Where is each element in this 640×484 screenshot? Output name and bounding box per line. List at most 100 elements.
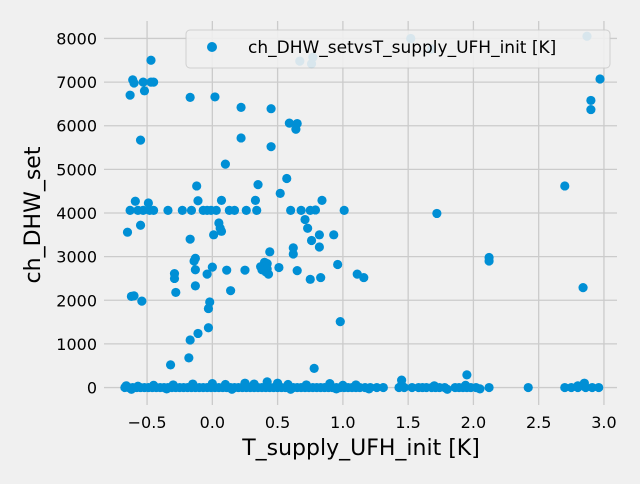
data-point [216,226,227,236]
data-point [193,328,203,339]
data-point [429,381,439,391]
data-point [484,256,494,266]
x-tick-label: 3.0 [591,413,616,432]
data-point [286,384,296,394]
data-point [523,382,533,393]
y-tick-label: 0 [87,379,97,398]
data-point [303,223,313,233]
data-point [265,247,275,257]
x-tick-label: 0.5 [265,413,290,432]
data-point [314,242,324,252]
legend-entry-label: ch_DHW_setvsT_supply_UFH_init [K] [248,38,556,58]
data-point [220,379,230,390]
y-tick-label: 5000 [56,160,97,179]
x-tick-label: 0.0 [200,413,225,432]
data-point [137,296,147,306]
data-point [274,262,284,273]
data-point [359,272,369,283]
data-point [185,335,195,345]
data-point [126,384,137,394]
data-point [209,230,219,240]
data-point [484,382,494,393]
data-point [578,283,588,293]
data-point [139,86,150,96]
x-tick-label: 1.0 [330,413,355,432]
data-point [226,286,236,296]
data-point [216,195,227,205]
data-point [266,142,276,152]
data-point [193,196,203,206]
data-point [291,124,301,134]
data-point [306,235,317,246]
x-tick-label: 2.5 [526,413,551,432]
legend-marker [207,42,217,52]
legend-box [185,29,611,69]
data-point [560,181,570,191]
y-tick-label: 7000 [56,73,97,92]
x-tick-label: 1.5 [395,413,420,432]
data-point [186,205,197,215]
data-point [177,205,187,215]
x-tick-label: 2.0 [461,413,486,432]
data-point [460,380,471,390]
data-point [407,382,417,393]
data-point [333,259,343,270]
data-point [185,234,195,244]
data-point [329,230,339,240]
data-point [317,195,327,205]
data-point [207,262,217,272]
data-point [581,382,591,393]
data-point [286,205,296,215]
y-tick-label: 8000 [56,29,97,48]
y-tick-label: 4000 [56,204,97,223]
data-point [240,378,250,388]
data-point [190,281,200,291]
data-point [331,384,341,394]
data-point [595,74,605,84]
data-point [339,205,349,215]
data-point [165,360,176,370]
data-point [351,380,361,390]
data-point [149,77,159,87]
data-point [146,55,156,65]
data-point [211,205,221,215]
data-point [169,273,180,284]
data-point [275,188,285,198]
data-point [252,205,262,215]
data-point [266,104,276,114]
data-point [192,181,202,191]
data-point [163,205,173,215]
data-point [397,380,407,390]
data-point [185,92,195,102]
data-point [263,269,274,279]
data-point [236,133,246,143]
data-point [282,173,292,184]
data-point [573,381,583,391]
data-point [149,380,159,390]
x-axis-label: T_supply_UFH_init [K] [241,436,480,461]
data-point [273,378,283,388]
data-point [203,303,214,314]
data-point [189,256,199,266]
data-point [207,379,217,389]
data-point [240,265,250,275]
data-point [227,384,237,394]
data-point [135,220,146,230]
y-axis-label: ch_DHW_set [21,146,46,283]
data-point [250,195,261,205]
y-tick-label: 3000 [56,248,97,267]
data-point [125,205,135,215]
data-point [305,205,315,215]
data-points [120,31,605,394]
data-point [171,287,181,298]
data-point [296,205,306,215]
data-point [253,180,263,190]
data-point [126,291,137,301]
data-point [594,382,604,393]
data-point [301,380,311,390]
data-point [184,353,194,363]
data-point [316,272,326,283]
